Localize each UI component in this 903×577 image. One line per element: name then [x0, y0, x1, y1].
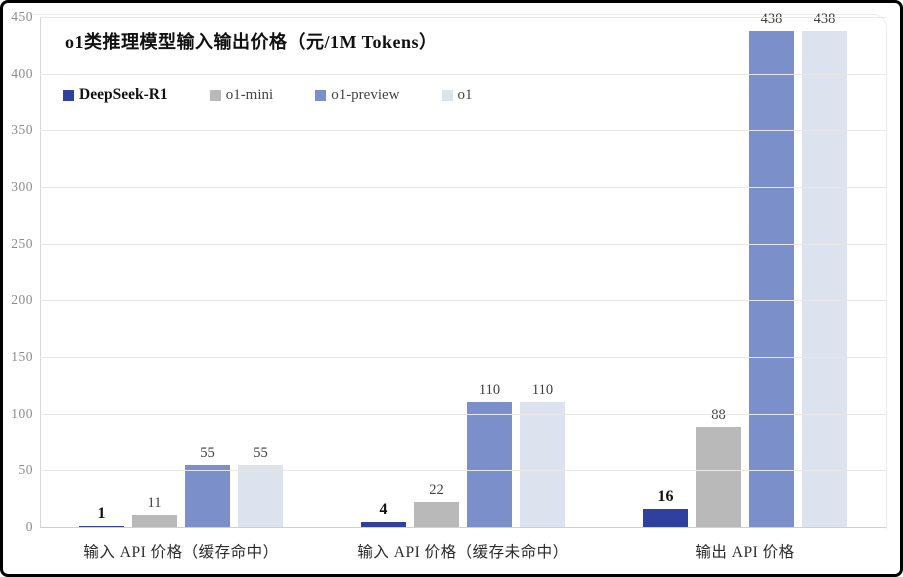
bar-value-label: 55: [253, 444, 268, 461]
bar-fill: [238, 464, 283, 527]
bar-value-label: 11: [147, 494, 162, 511]
bar-fill: [802, 30, 847, 527]
gridline: [40, 413, 886, 415]
bar-value-label: 88: [711, 407, 726, 424]
x-axis-labels: 输入 API 价格（缓存命中） 输入 API 价格（缓存未命中） 输出 API 价格: [40, 540, 886, 562]
y-axis-tick-label: 200: [11, 292, 33, 308]
legend-label: o1-mini: [225, 86, 274, 103]
y-axis-tick-label: 450: [11, 9, 33, 24]
legend-marker-icon: [209, 89, 221, 101]
legend-item-o1-preview: o1-preview: [315, 86, 400, 104]
bar-value-label: 438: [760, 10, 783, 27]
legend-marker-icon: [63, 89, 74, 101]
bar-o1: 110: [520, 382, 565, 527]
bar-fill: [696, 427, 741, 527]
bar-value-label: 22: [429, 482, 444, 499]
gridline: [40, 73, 886, 75]
gridline: [40, 17, 886, 18]
bar-o1-mini: 22: [414, 482, 459, 527]
bar-deepseek-r1: 4: [361, 501, 406, 527]
bar-deepseek-r1: 16: [643, 488, 688, 527]
bar-fill: [414, 502, 459, 527]
y-axis-tick-label: 150: [11, 349, 33, 364]
bar-o1: 438: [802, 11, 847, 527]
bar-fill: [520, 402, 565, 527]
gridline: [40, 130, 886, 132]
legend-label: DeepSeek-R1: [79, 86, 168, 103]
bar-value-label: 55: [200, 444, 215, 461]
bar-value-label: 110: [531, 382, 554, 399]
bar-fill: [643, 508, 688, 527]
bar-group: 16 88 438 438: [604, 11, 886, 527]
bar-group: 4 22 110 110: [322, 17, 604, 527]
bar-o1-preview: 438: [749, 11, 794, 527]
category-label: 输入 API 价格（缓存未命中）: [357, 544, 569, 561]
gridline: [40, 187, 886, 188]
bar-o1-preview: 55: [185, 445, 230, 527]
legend-item-o1-mini: o1-mini: [209, 86, 274, 104]
chart-title: o1类推理模型输入输出价格（元/1M Tokens）: [65, 32, 438, 52]
bar-fill: [132, 514, 177, 527]
y-axis-tick-label: 100: [11, 405, 33, 421]
bar-value-label: 4: [379, 501, 388, 519]
bar-o1-preview: 110: [467, 382, 512, 527]
legend-item-o1: o1: [441, 86, 473, 104]
bar-o1-mini: 88: [696, 407, 741, 527]
legend-marker-icon: [441, 89, 453, 101]
bar-value-label: 438: [813, 10, 836, 27]
gridline: [40, 470, 886, 472]
y-axis-tick-label: 0: [25, 519, 33, 534]
bar-fill: [79, 525, 124, 527]
bar-value-label: 16: [657, 487, 674, 505]
bar-deepseek-r1: 1: [79, 505, 124, 527]
y-axis-tick-label: 300: [11, 179, 33, 194]
gridline: [40, 243, 886, 245]
bar-value-label: 1: [97, 504, 106, 522]
gridline: [40, 527, 886, 528]
category-label: 输入 API 价格（缓存命中）: [83, 544, 279, 561]
bar-groups: 1 11 55 55 4 22 110 110 16 88 438 438: [40, 11, 886, 527]
bar-fill: [185, 464, 230, 527]
legend-label: o1: [457, 86, 473, 103]
category-label: 输出 API 价格: [695, 544, 795, 561]
legend-item-deepseek-r1: DeepSeek-R1: [63, 86, 168, 104]
y-axis-line: [40, 17, 41, 527]
legend: DeepSeek-R1 o1-mini o1-preview o1: [63, 86, 473, 104]
gridline: [40, 300, 886, 302]
legend-marker-icon: [315, 89, 327, 101]
y-axis-tick-label: 50: [18, 462, 33, 478]
bar-o1: 55: [238, 445, 283, 527]
y-axis-tick-label: 350: [11, 122, 33, 138]
bar-value-label: 110: [478, 382, 501, 399]
legend-label: o1-preview: [331, 86, 400, 103]
bar-fill: [361, 522, 406, 527]
bar-fill: [749, 30, 794, 527]
bar-group: 1 11 55 55: [40, 17, 322, 527]
y-axis-tick-label: 250: [11, 235, 33, 251]
bar-fill: [467, 402, 512, 527]
y-axis-tick-label: 400: [11, 65, 33, 81]
gridline: [40, 357, 886, 358]
bar-o1-mini: 11: [132, 495, 177, 527]
plot-area: 1 11 55 55 4 22 110 110 16 88 438 438 0 50 100 150 200 2…: [11, 9, 886, 534]
